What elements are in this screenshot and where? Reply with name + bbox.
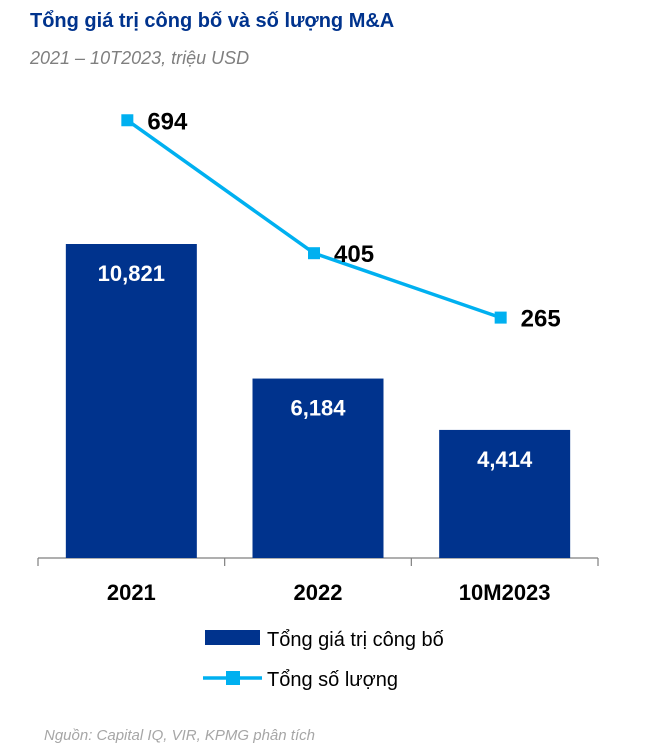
- source-note: Nguồn: Capital IQ, VIR, KPMG phân tích: [44, 727, 315, 744]
- legend-label-line: Tổng số lượng: [267, 669, 398, 691]
- bar-10M2023: [439, 429, 571, 558]
- bar-data-label: 4,414: [477, 447, 533, 472]
- legend-bar-swatch: [205, 630, 260, 645]
- legend-label-bar: Tổng giá trị công bố: [267, 629, 444, 651]
- chart-title: Tổng giá trị công bố và số lượng M&A: [30, 10, 395, 32]
- line-marker-2021: [121, 114, 134, 127]
- x-tick-label: 2022: [294, 580, 343, 605]
- bar-2021: [65, 244, 197, 558]
- bar-data-label: 10,821: [98, 261, 165, 286]
- chart-subtitle: 2021 – 10T2023, triệu USD: [30, 48, 250, 68]
- bar-data-label: 6,184: [290, 396, 346, 421]
- line-data-label: 694: [147, 108, 188, 135]
- line-data-label: 405: [334, 241, 374, 268]
- line-marker-10M2023: [494, 311, 507, 324]
- line-marker-2022: [308, 247, 320, 260]
- x-tick-label: 10M2023: [459, 580, 551, 605]
- bar-2022: [252, 378, 384, 558]
- x-tick-label: 2021: [107, 580, 156, 605]
- line-data-label: 265: [521, 306, 561, 333]
- legend-line-marker: [226, 671, 240, 685]
